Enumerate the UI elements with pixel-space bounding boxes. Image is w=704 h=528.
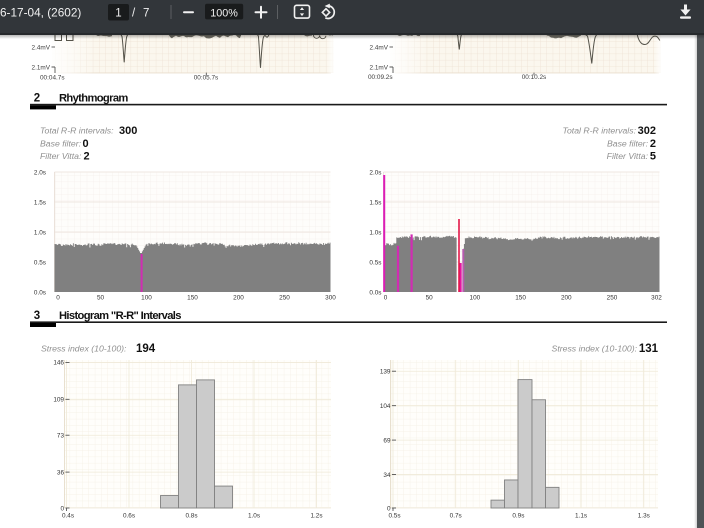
svg-text:131: 131 (639, 343, 659, 355)
svg-text:2: 2 (84, 150, 90, 162)
svg-text:1.0s: 1.0s (369, 229, 381, 236)
svg-text:6-17-04, (2602): 6-17-04, (2602) (0, 6, 81, 20)
svg-text:2: 2 (650, 138, 656, 150)
svg-text:Total R-R intervals:: Total R-R intervals: (562, 125, 636, 135)
svg-text:1.3s: 1.3s (638, 512, 650, 519)
svg-text:Histogram "R-R" Intervals: Histogram "R-R" Intervals (59, 310, 181, 322)
svg-text:0: 0 (60, 505, 64, 512)
svg-text:Stress index (10-100):: Stress index (10-100): (552, 343, 638, 353)
svg-text:50: 50 (426, 294, 434, 301)
svg-text:7: 7 (143, 8, 149, 20)
svg-text:2.0s: 2.0s (369, 169, 381, 176)
svg-text:Rhythmogram: Rhythmogram (59, 93, 128, 105)
svg-text:104: 104 (380, 403, 391, 410)
svg-text:Filter Vitta:: Filter Vitta: (607, 151, 649, 161)
svg-text:200: 200 (561, 294, 572, 301)
svg-text:139: 139 (380, 369, 391, 376)
svg-text:50: 50 (97, 294, 105, 301)
svg-text:Total R-R intervals:: Total R-R intervals: (40, 125, 114, 135)
svg-text:200: 200 (233, 294, 244, 301)
svg-text:0: 0 (387, 505, 391, 512)
svg-text:0.7s: 0.7s (450, 512, 462, 519)
svg-text:300: 300 (119, 125, 137, 137)
svg-text:0.6s: 0.6s (123, 512, 135, 519)
svg-text:1: 1 (115, 8, 121, 20)
svg-text:302: 302 (638, 125, 656, 137)
svg-text:Base filter:: Base filter: (40, 138, 82, 148)
svg-text:00:05.7s: 00:05.7s (194, 75, 219, 82)
svg-text:3: 3 (34, 310, 40, 322)
svg-text:1.0s: 1.0s (34, 229, 46, 236)
svg-text:1.5s: 1.5s (369, 199, 381, 206)
svg-text:109: 109 (53, 397, 64, 404)
svg-text:2.0s: 2.0s (34, 169, 46, 176)
svg-text:1.2s: 1.2s (310, 512, 322, 519)
svg-text:0.0s: 0.0s (369, 289, 381, 296)
svg-text:2.1mV: 2.1mV (32, 64, 51, 71)
svg-text:100: 100 (470, 294, 481, 301)
svg-text:36: 36 (57, 469, 65, 476)
svg-text:34: 34 (383, 472, 391, 479)
svg-text:2.4mV: 2.4mV (370, 44, 389, 51)
svg-text:100: 100 (141, 294, 152, 301)
svg-text:Stress index (10-100):: Stress index (10-100): (41, 343, 127, 353)
svg-text:250: 250 (279, 294, 290, 301)
svg-text:0.8s: 0.8s (185, 512, 197, 519)
svg-text:0.9s: 0.9s (512, 512, 524, 519)
svg-text:0.5s: 0.5s (369, 259, 381, 266)
svg-text:146: 146 (53, 360, 64, 367)
svg-text:0.4s: 0.4s (62, 512, 74, 519)
svg-text:0.0s: 0.0s (34, 289, 46, 296)
svg-text:00:04.7s: 00:04.7s (40, 75, 65, 82)
svg-text:00:09.2s: 00:09.2s (368, 74, 393, 81)
svg-text:150: 150 (187, 294, 198, 301)
svg-text:2.4mV: 2.4mV (32, 44, 51, 51)
svg-text:194: 194 (136, 343, 156, 355)
svg-text:0.5s: 0.5s (388, 512, 400, 519)
svg-text:0: 0 (56, 294, 60, 301)
svg-text:0.5s: 0.5s (34, 259, 46, 266)
svg-text:2: 2 (34, 93, 40, 105)
svg-text:Filter Vitta:: Filter Vitta: (40, 151, 82, 161)
svg-text:69: 69 (383, 437, 391, 444)
svg-text:1.0s: 1.0s (248, 512, 260, 519)
svg-text:100%: 100% (210, 7, 238, 19)
svg-text:73: 73 (57, 433, 65, 440)
svg-text:Base filter:: Base filter: (607, 138, 649, 148)
svg-text:250: 250 (607, 294, 618, 301)
svg-text:/: / (132, 8, 136, 20)
svg-text:0: 0 (384, 294, 388, 301)
svg-text:1.1s: 1.1s (575, 512, 587, 519)
svg-text:1.5s: 1.5s (34, 199, 46, 206)
svg-text:300: 300 (325, 294, 336, 301)
svg-text:150: 150 (515, 294, 526, 301)
svg-text:5: 5 (650, 150, 656, 162)
svg-text:302: 302 (651, 294, 662, 301)
svg-text:2.1mV: 2.1mV (370, 64, 389, 71)
svg-text:00:10.2s: 00:10.2s (522, 74, 547, 81)
svg-text:0: 0 (83, 138, 89, 150)
